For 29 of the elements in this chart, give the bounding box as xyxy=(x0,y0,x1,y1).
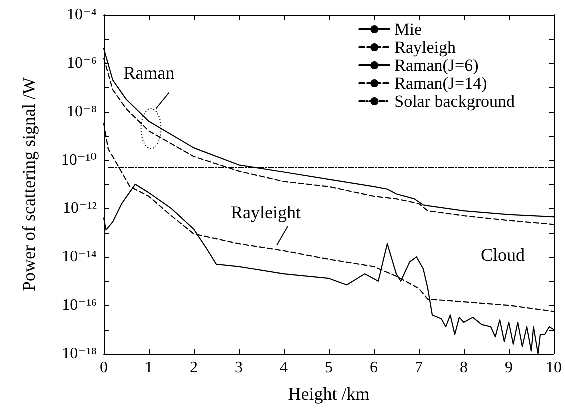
x-tick-label: 9 xyxy=(505,360,513,376)
y-tick-label: 10⁻¹² xyxy=(62,200,98,218)
y-tick-label: 10⁻¹⁸ xyxy=(62,346,97,362)
x-tick-label: 4 xyxy=(280,360,288,376)
x-axis-title: Height /km xyxy=(288,384,370,404)
y-tick-label: 10⁻⁸ xyxy=(66,103,97,120)
x-tick-label: 2 xyxy=(190,360,198,376)
annotation: Rayleight xyxy=(231,202,301,223)
y-axis-title: Power of scattering signal /W xyxy=(19,78,39,292)
x-tick-label: 10 xyxy=(546,360,562,376)
annotation: Cloud xyxy=(480,245,526,265)
y-tick-label: 10⁻⁴ xyxy=(66,6,98,24)
legend-label: Raman(J=14) xyxy=(394,74,488,93)
y-tick-label: 10⁻¹⁰ xyxy=(61,152,97,169)
legend-label: Mie xyxy=(394,20,422,39)
legend-label: Solar background xyxy=(394,92,516,111)
x-tick-label: 8 xyxy=(460,360,468,376)
x-tick-label: 1 xyxy=(145,360,153,376)
y-tick-label: 10⁻¹⁶ xyxy=(62,297,97,314)
x-tick-label: 0 xyxy=(100,360,108,376)
x-tick-label: 7 xyxy=(415,360,423,376)
x-tick-label: 6 xyxy=(370,360,378,376)
y-tick-label: 10⁻¹⁴ xyxy=(62,248,98,266)
annotation: Raman xyxy=(124,62,175,83)
x-tick-label: 3 xyxy=(235,360,243,376)
legend-label: Rayleigh xyxy=(394,38,456,57)
y-tick-label: 10⁻⁶ xyxy=(66,54,97,72)
x-tick-label: 5 xyxy=(325,360,333,376)
legend-label: Raman(J=6) xyxy=(394,56,479,75)
